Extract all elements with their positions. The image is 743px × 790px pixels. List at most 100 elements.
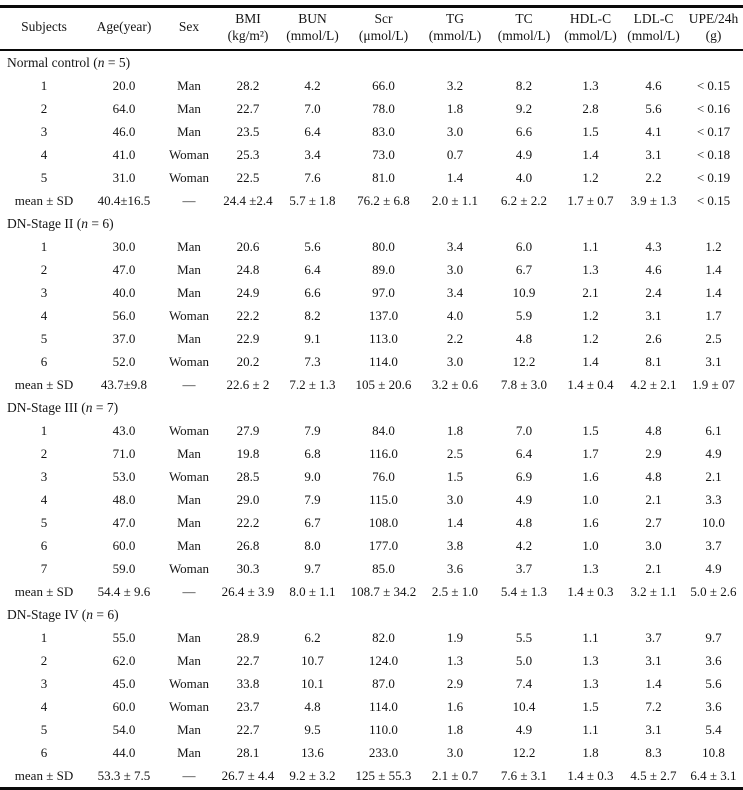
table-cell: 20.2 (236, 353, 260, 369)
table-cell: 0.7 (446, 146, 464, 162)
table-cell: 1.4 (446, 169, 464, 185)
table-cell: 1.6 (582, 514, 599, 530)
table-cell: 7.2 (645, 698, 662, 714)
table-cell: 8.2 (304, 307, 321, 323)
table-cell: — (182, 767, 196, 783)
table-cell: 1.8 (446, 721, 464, 737)
col-header-upe: UPE/24h (g) (684, 6, 743, 51)
group-label: Normal control (n = 5) (7, 54, 131, 70)
table-cell: 89.0 (372, 261, 395, 277)
table-cell: Man (177, 77, 201, 93)
table-cell: 52.0 (112, 353, 136, 369)
table-cell: 5.0 ± 2.6 (690, 583, 737, 599)
table-cell: 22.9 (236, 330, 260, 346)
col-header-age: Age(year) (88, 6, 160, 51)
table-cell: 10.0 (702, 514, 725, 530)
table-cell: Man (177, 445, 201, 461)
table-cell: 4.5 ± 2.7 (630, 767, 677, 783)
table-cell: 37.0 (112, 330, 136, 346)
table-cell: 108.7 ± 34.2 (350, 583, 417, 599)
table-cell: 2.1 (582, 284, 599, 300)
table-cell: mean ± SD (14, 583, 74, 599)
table-cell: 6 (40, 744, 48, 760)
table-cell: 2.2 (446, 330, 464, 346)
table-cell: 5 (40, 721, 48, 737)
table-cell: 4.8 (515, 330, 533, 346)
table-cell: 115.0 (369, 491, 398, 507)
table-cell: Woman (168, 353, 210, 369)
table-cell: 22.2 (236, 307, 260, 323)
table-cell: 54.4 ± 9.6 (97, 583, 151, 599)
mean-sd-row: mean ± SD 54.4 ± 9.6 — 26.4 ± 3.9 8.0 ± 1.1 1… (0, 580, 743, 603)
table-cell: 125 ± 55.3 (355, 767, 412, 783)
table-cell: 26.8 (236, 537, 260, 553)
table-cell: 23.5 (236, 123, 260, 139)
table-cell: 4.0 (515, 169, 533, 185)
table-cell: 3.1 (645, 146, 662, 162)
col-header-hdl: HDL-C (mmol/L) (558, 6, 623, 51)
table-cell: 4.2 ± 2.1 (630, 376, 677, 392)
table-cell: 114.0 (369, 353, 398, 369)
subject-row: 4 56.0 Woman 22.2 8.2 137.0 4.0 5.9 1.2 3.1 1.7 (0, 304, 743, 327)
col-header-tg: TG (mmol/L) (420, 6, 490, 51)
table-cell: 30.3 (236, 560, 260, 576)
table-cell: Woman (168, 307, 210, 323)
table-cell: 8.0 ± 1.1 (289, 583, 336, 599)
table-cell: 1.5 (446, 468, 464, 484)
table-cell: Man (177, 123, 201, 139)
table-cell: 23.7 (236, 698, 260, 714)
table-cell: 5.0 (515, 652, 533, 668)
table-cell: 6 (40, 353, 48, 369)
table-cell: 1.9 (446, 629, 464, 645)
table-cell: Man (177, 721, 201, 737)
table-cell: 46.0 (112, 123, 136, 139)
table-cell: 85.0 (372, 560, 395, 576)
subject-row: 2 62.0 Man 22.7 10.7 124.0 1.3 5.0 1.3 3.1 3.6 (0, 649, 743, 672)
table-cell: 3 (40, 675, 48, 691)
subject-row: 6 44.0 Man 28.1 13.6 233.0 3.0 12.2 1.8 8.3 10.8 (0, 741, 743, 764)
subject-row: 6 52.0 Woman 20.2 7.3 114.0 3.0 12.2 1.4 8.1 3.1 (0, 350, 743, 373)
subjects-table: Subjects Age(year) Sex BMI (kg/m²) BUN (mm… (0, 5, 743, 790)
group-label: DN-Stage II (n = 6) (7, 215, 114, 231)
table-cell: 2.5 (705, 330, 722, 346)
table-cell: 5.9 (515, 307, 533, 323)
table-cell: mean ± SD (14, 767, 74, 783)
table-cell: 110.0 (369, 721, 398, 737)
table-cell: 29.0 (236, 491, 260, 507)
table-cell: 24.4 ±2.4 (223, 192, 273, 208)
subject-row: 4 48.0 Man 29.0 7.9 115.0 3.0 4.9 1.0 2.1 3.3 (0, 488, 743, 511)
table-cell: 22.7 (236, 100, 260, 116)
table-cell: 97.0 (372, 284, 395, 300)
table-cell: 19.8 (236, 445, 260, 461)
table-cell: 33.8 (236, 675, 260, 691)
table-cell: Man (177, 537, 201, 553)
table-cell: Woman (168, 422, 210, 438)
table-cell: 78.0 (372, 100, 395, 116)
subject-row: 1 30.0 Man 20.6 5.6 80.0 3.4 6.0 1.1 4.3 1.2 (0, 235, 743, 258)
table-cell: 83.0 (372, 123, 395, 139)
subject-row: 1 20.0 Man 28.2 4.2 66.0 3.2 8.2 1.3 4.6 < 0.15 (0, 74, 743, 97)
table-cell: 4.1 (645, 123, 662, 139)
table-cell: 7.0 (515, 422, 533, 438)
table-cell: 53.0 (112, 468, 136, 484)
table-cell: 8.2 (515, 77, 533, 93)
table-cell: 10.7 (301, 652, 324, 668)
table-cell: 28.9 (236, 629, 260, 645)
table-cell: 3.7 (515, 560, 533, 576)
table-cell: 3.6 (705, 698, 722, 714)
table-cell: 6.9 (515, 468, 533, 484)
table-cell: 73.0 (372, 146, 395, 162)
table-cell: 3.0 (446, 123, 464, 139)
table-cell: Man (177, 284, 201, 300)
table-cell: 20.6 (236, 238, 260, 254)
table-cell: 2.2 (645, 169, 662, 185)
table-cell: 6 (40, 537, 48, 553)
table-cell: 1.8 (582, 744, 599, 760)
table-cell: 6.6 (304, 284, 321, 300)
table-cell: 5.4 ± 1.3 (500, 583, 548, 599)
table-cell: 5.6 (705, 675, 722, 691)
table-cell: 20.0 (112, 77, 136, 93)
table-cell: 6.2 (304, 629, 321, 645)
table-cell: 48.0 (112, 491, 136, 507)
table-cell: 2.4 (645, 284, 662, 300)
